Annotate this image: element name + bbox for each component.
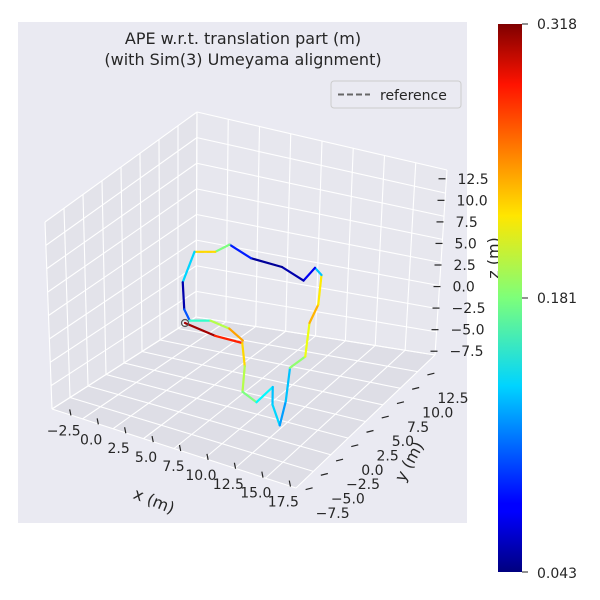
x-axis-ticks: −2.50.0 2.5 5.0 7.510.012.515.017.5 — [47, 409, 299, 511]
colorbar-label-mid: 0.181 — [537, 291, 577, 307]
z-axis-tick-label: −2.5 — [452, 301, 486, 317]
trajectory-segment — [181, 281, 186, 311]
colorbar: 0.318 0.181 0.043 — [498, 17, 577, 582]
trajectory-segment — [228, 243, 253, 260]
trajectory-segment — [313, 266, 323, 277]
start-marker — [180, 318, 190, 328]
trajectory-segment — [183, 308, 191, 322]
z-axis-tick-label: 12.5 — [458, 172, 489, 188]
grid-lines — [44, 111, 448, 489]
trajectory-segment — [255, 385, 274, 404]
colorbar-label-min: 0.043 — [537, 566, 577, 582]
y-axis-tick-mark — [381, 415, 389, 419]
trajectory-segment — [228, 327, 244, 342]
y-axis-tick-mark — [335, 458, 344, 462]
x-axis-tick-mark — [69, 409, 72, 416]
trajectory — [180, 243, 323, 429]
y-axis-ticks: −7.5−5.0−2.50.02.55.07.510.012.5 — [305, 372, 469, 522]
y-axis-tick-label: −2.5 — [346, 477, 380, 493]
trajectory-segment — [302, 266, 317, 282]
floor-pane — [52, 317, 435, 488]
x-axis-tick-label: 12.5 — [213, 477, 244, 493]
trajectory-segment — [308, 303, 320, 325]
x-axis-tick-mark — [178, 444, 182, 452]
trajectory-segment — [271, 403, 281, 427]
legend: reference — [330, 80, 462, 109]
trajectory-segment — [288, 355, 307, 369]
y-axis-tick-mark — [412, 386, 420, 390]
trajectory-segment — [181, 250, 196, 284]
x-axis-tick-label: 2.5 — [107, 441, 129, 457]
trajectory-segment — [214, 243, 231, 253]
colorbar-gradient — [498, 24, 522, 572]
x-axis-tick-mark — [233, 462, 237, 469]
y-axis-tick-mark — [396, 401, 405, 405]
trajectory-segment — [241, 390, 258, 404]
x-axis-tick-label: 5.0 — [135, 450, 157, 466]
y-axis-tick-label: −7.5 — [316, 506, 350, 522]
x-axis-tick-mark — [96, 418, 99, 425]
y-axis-tick-label: 2.5 — [377, 449, 399, 465]
trajectory-segment — [317, 273, 323, 306]
trajectory-segment — [278, 400, 287, 427]
z-axis-tick-label: −7.5 — [450, 344, 484, 360]
x-axis-tick-mark — [151, 435, 154, 443]
y-axis-tick-label: −5.0 — [331, 492, 365, 508]
z-axis-tick-label: −5.0 — [451, 323, 485, 339]
y-axis-tick-mark — [427, 372, 435, 376]
x-axis-tick-label: −2.5 — [47, 423, 81, 439]
y-axis-tick-mark — [351, 444, 359, 448]
chart-title-line-2: (with Sim(3) Umeyama alignment) — [104, 50, 381, 69]
x-axis-tick-mark — [288, 480, 292, 487]
y-axis-tick-label: 0.0 — [361, 463, 383, 479]
trajectory-segment — [209, 319, 231, 330]
y-axis-tick-label: 12.5 — [437, 391, 468, 407]
trajectory-segment — [241, 365, 246, 393]
z-axis-tick-label: 10.0 — [457, 193, 488, 209]
x-axis-tick-label: 7.5 — [162, 459, 184, 475]
x-axis-tick-mark — [261, 471, 264, 478]
chart-title-line-1: APE w.r.t. translation part (m) — [125, 29, 361, 48]
trajectory-segment — [304, 321, 311, 358]
trajectory-segment — [213, 334, 244, 345]
z-axis-ticks: 12.5 10.0 7.5 5.0 2.5 0.0 −2.5 −5.0 −7.5 — [430, 172, 489, 360]
trajectory-segment — [284, 366, 292, 403]
x-axis-tick-mark — [206, 453, 209, 461]
legend-box — [330, 80, 462, 109]
y-axis-tick-label: 10.0 — [422, 406, 453, 422]
x-axis-tick-label: 0.0 — [80, 432, 102, 448]
trajectory-segment — [280, 265, 305, 282]
legend-reference-label: reference — [380, 88, 447, 104]
z-axis-tick-label: 0.0 — [453, 280, 475, 296]
x-axis-tick-label: 17.5 — [268, 495, 299, 511]
z-axis-tick-label: 5.0 — [455, 236, 477, 252]
y-axis-tick-mark — [305, 487, 313, 491]
z-axis-tick-label: 2.5 — [454, 258, 476, 274]
trajectory-segment — [241, 341, 246, 368]
y-axis-tick-mark — [320, 472, 328, 476]
colorbar-label-max: 0.318 — [537, 17, 577, 33]
y-axis-tick-label: 5.0 — [392, 434, 414, 450]
z-axis-tick-label: 7.5 — [456, 215, 478, 231]
trajectory-segment — [249, 257, 284, 269]
x-axis-tick-mark — [124, 427, 127, 434]
pane-group — [45, 112, 447, 488]
x-axis-tick-label: 10.0 — [185, 468, 216, 484]
trajectory-segment — [183, 321, 217, 337]
y-axis-tick-label: 7.5 — [407, 420, 429, 436]
y-axis-tick-mark — [366, 429, 374, 433]
x-axis-tick-label: 15.0 — [240, 486, 271, 502]
